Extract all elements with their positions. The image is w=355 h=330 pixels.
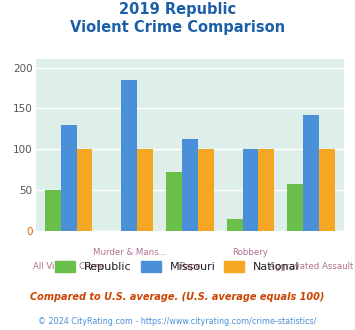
Bar xyxy=(45,190,61,231)
Bar xyxy=(166,172,182,231)
Text: Violent Crime Comparison: Violent Crime Comparison xyxy=(70,20,285,35)
Bar xyxy=(303,115,319,231)
Bar xyxy=(77,149,92,231)
Text: Robbery: Robbery xyxy=(233,248,268,257)
Bar xyxy=(182,140,198,231)
Text: Aggravated Assault: Aggravated Assault xyxy=(269,262,353,271)
Bar xyxy=(319,149,335,231)
Text: Murder & Mans...: Murder & Mans... xyxy=(93,248,166,257)
Bar xyxy=(61,125,77,231)
Text: Rape: Rape xyxy=(179,262,201,271)
Bar xyxy=(121,80,137,231)
Bar xyxy=(288,183,303,231)
Bar xyxy=(198,149,214,231)
Text: 2019 Republic: 2019 Republic xyxy=(119,2,236,16)
Bar xyxy=(258,149,274,231)
Bar xyxy=(242,149,258,231)
Text: Compared to U.S. average. (U.S. average equals 100): Compared to U.S. average. (U.S. average … xyxy=(30,292,325,302)
Legend: Republic, Missouri, National: Republic, Missouri, National xyxy=(52,258,303,276)
Text: © 2024 CityRating.com - https://www.cityrating.com/crime-statistics/: © 2024 CityRating.com - https://www.city… xyxy=(38,317,317,326)
Bar xyxy=(137,149,153,231)
Text: All Violent Crime: All Violent Crime xyxy=(33,262,105,271)
Bar xyxy=(227,219,242,231)
